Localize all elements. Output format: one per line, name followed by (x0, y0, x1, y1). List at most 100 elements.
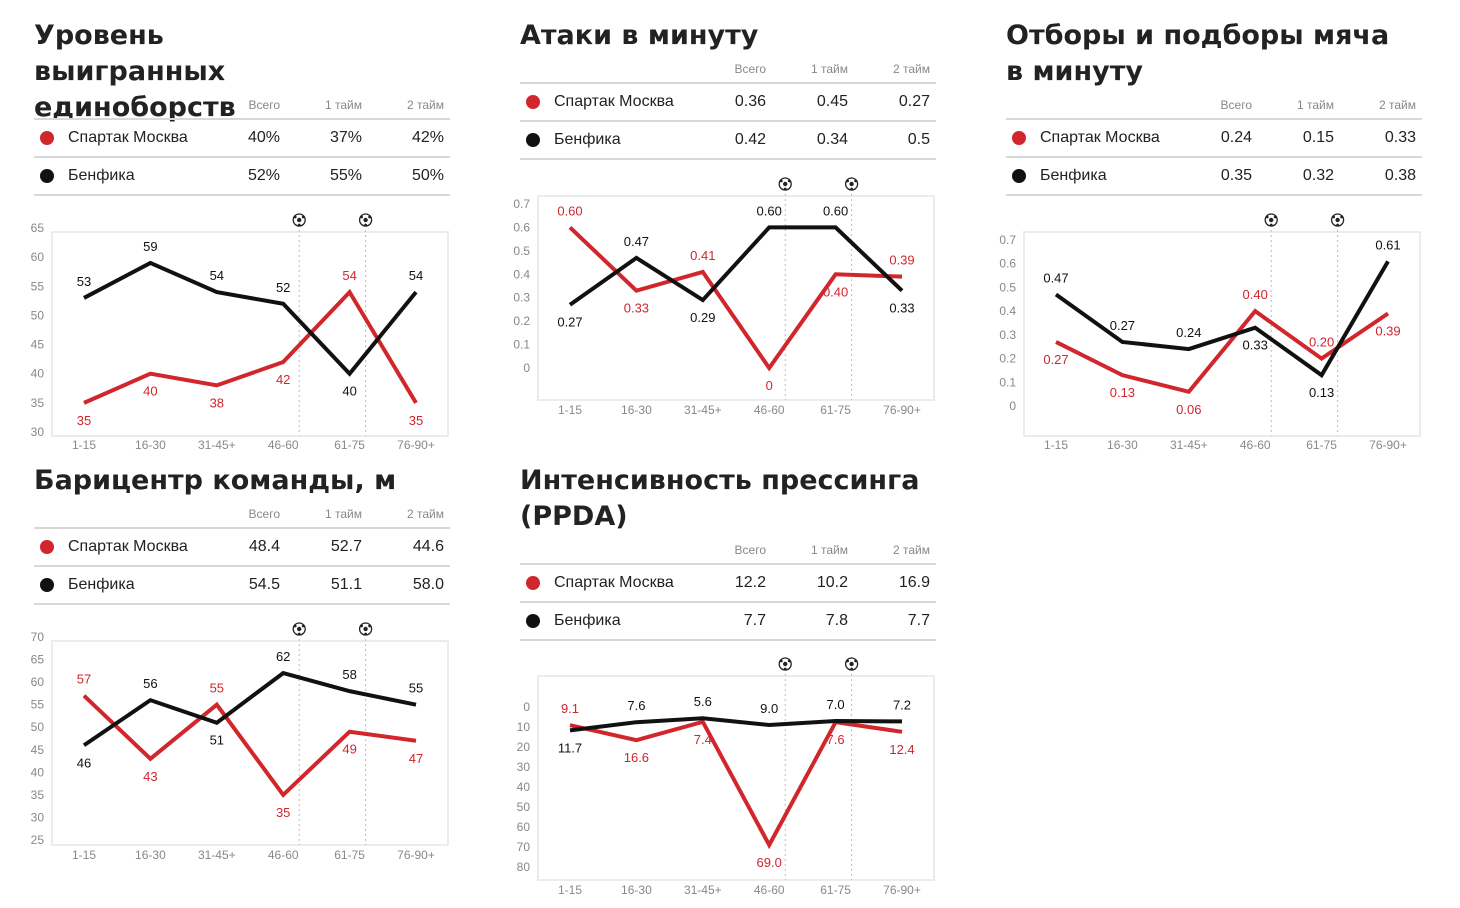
stats-row-benfica: Бенфика 54.5 51.1 58.0 (34, 565, 450, 605)
x-tick-label: 16-30 (135, 848, 166, 862)
chart-group-1: 0 0.1 0.2 0.3 0.4 0.5 0.6 0.7 1-15 16-30 31-45+ 46-… (513, 177, 935, 417)
series-line-benfica (82, 670, 417, 747)
data-label-spartak: 55 (210, 681, 224, 696)
x-tick-label: 46-60 (754, 883, 785, 897)
y-tick-label: 40 (31, 765, 45, 779)
series-line-spartak (569, 719, 903, 850)
team-name: Бенфика (68, 576, 135, 593)
team-dot-icon (526, 576, 540, 590)
panel-title: Атаки в минуту (520, 20, 759, 51)
y-tick-label: 20 (517, 740, 531, 754)
data-label-spartak: 0.06 (1176, 402, 1201, 417)
soccer-ball-icon (778, 177, 792, 191)
x-tick-label: 31-45+ (198, 848, 236, 862)
soccer-ball-icon (1264, 213, 1278, 227)
value-half1: 0.32 (1302, 167, 1334, 184)
y-tick-label: 65 (31, 221, 45, 235)
y-tick-label: 40 (31, 367, 45, 381)
y-tick-label: 0.1 (999, 375, 1016, 389)
data-label-spartak: 35 (276, 805, 290, 820)
team-name: Бенфика (554, 131, 621, 148)
panel-title: Интенсивность прессинга (PPDA) (520, 465, 920, 532)
series-line-spartak (82, 694, 417, 798)
y-tick-label: 70 (31, 630, 45, 644)
data-label-benfica: 40 (342, 384, 356, 399)
data-label-spartak: 0.20 (1309, 335, 1334, 350)
chart-group-0: 30 35 40 45 50 55 60 65 1-15 16-30 31-45+ 46-60 61-7… (31, 213, 449, 452)
stats-header: Всего 1 тайм 2 тайм (34, 507, 450, 527)
y-tick-label: 30 (517, 760, 531, 774)
y-tick-label: 0.4 (999, 304, 1016, 318)
x-tick-label: 16-30 (621, 403, 652, 417)
data-label-benfica: 58 (342, 667, 356, 682)
data-label-spartak: 9.1 (561, 701, 579, 716)
stats-row-benfica: Бенфика 52% 55% 50% (34, 156, 450, 196)
value-half2: 16.9 (898, 574, 930, 591)
stats-row-benfica: Бенфика 7.7 7.8 7.7 (520, 601, 936, 641)
data-label-spartak: 0.41 (690, 248, 715, 263)
header-half2: 2 тайм (893, 543, 930, 557)
data-label-spartak: 0.40 (823, 284, 848, 299)
stats-row-spartak: Спартак Москва 48.4 52.7 44.6 (34, 527, 450, 565)
header-total: Всего (1220, 98, 1252, 112)
y-tick-label: 0.3 (999, 328, 1016, 342)
data-label-benfica: 46 (77, 755, 91, 770)
value-total: 40% (247, 129, 280, 146)
y-tick-label: 0 (523, 700, 530, 714)
x-tick-label: 46-60 (1240, 438, 1271, 452)
chart-frame (51, 231, 449, 437)
x-tick-label: 61-75 (820, 403, 851, 417)
x-tick-label: 1-15 (72, 438, 96, 452)
value-half1: 0.15 (1302, 129, 1334, 146)
data-label-benfica: 0.60 (757, 203, 782, 218)
soccer-ball-icon (292, 622, 306, 636)
team-name: Спартак Москва (68, 129, 188, 146)
team-dot-icon (526, 95, 540, 109)
chart-group-3: 25 30 35 40 45 50 55 60 65 70 1-15 16-30 31-45+ 46-60… (31, 622, 449, 862)
team-name: Спартак Москва (554, 574, 674, 591)
y-tick-label: 0.7 (999, 233, 1016, 247)
x-tick-label: 31-45+ (684, 883, 722, 897)
series-line-spartak (1055, 308, 1390, 395)
x-tick-label: 1-15 (1044, 438, 1068, 452)
data-label-benfica: 56 (143, 676, 157, 691)
panel-title: Отборы и подборы мяча в минуту (1006, 20, 1390, 87)
value-total: 0.42 (734, 131, 766, 148)
y-tick-label: 40 (517, 780, 531, 794)
header-half2: 2 тайм (407, 98, 444, 112)
data-label-spartak: 38 (210, 395, 224, 410)
panel-ppda: Интенсивность прессинга (PPDA) Всего 1 т… (520, 463, 940, 641)
x-tick-label: 16-30 (1107, 438, 1138, 452)
value-total: 12.2 (734, 574, 766, 591)
y-tick-label: 0.6 (513, 220, 530, 234)
stats-header: Всего 1 тайм 2 тайм (1006, 98, 1422, 118)
data-label-benfica: 0.33 (889, 301, 914, 316)
y-tick-label: 0.7 (513, 197, 530, 211)
stats-header: Всего 1 тайм 2 тайм (34, 98, 450, 118)
data-label-benfica: 0.27 (557, 315, 582, 330)
header-half2: 2 тайм (1379, 98, 1416, 112)
data-label-spartak: 54 (342, 268, 356, 283)
y-tick-label: 0.4 (513, 267, 530, 281)
x-tick-label: 1-15 (558, 403, 582, 417)
series-line-benfica (568, 225, 904, 307)
header-half2: 2 тайм (407, 507, 444, 521)
series-line-benfica (83, 260, 418, 377)
team-name: Бенфика (554, 612, 621, 629)
data-label-spartak: 35 (409, 413, 423, 428)
stats-table: Всего 1 тайм 2 тайм Спартак Москва 0.24 … (1006, 98, 1422, 196)
x-tick-label: 76-90+ (883, 403, 921, 417)
data-label-spartak: 16.6 (624, 750, 649, 765)
y-tick-label: 0.5 (513, 244, 530, 258)
data-label-spartak: 43 (143, 769, 157, 784)
value-half2: 0.38 (1384, 167, 1416, 184)
data-label-benfica: 54 (409, 268, 423, 283)
value-half1: 55% (329, 167, 362, 184)
header-total: Всего (734, 543, 766, 557)
data-label-spartak: 0.33 (624, 301, 649, 316)
data-label-benfica: 0.47 (1043, 271, 1068, 286)
data-label-benfica: 0.29 (690, 310, 715, 325)
panel-tackles: Отборы и подборы мяча в минуту Всего 1 т… (1006, 18, 1426, 196)
series-line-spartak (568, 225, 903, 372)
data-label-spartak: 7.6 (827, 732, 845, 747)
